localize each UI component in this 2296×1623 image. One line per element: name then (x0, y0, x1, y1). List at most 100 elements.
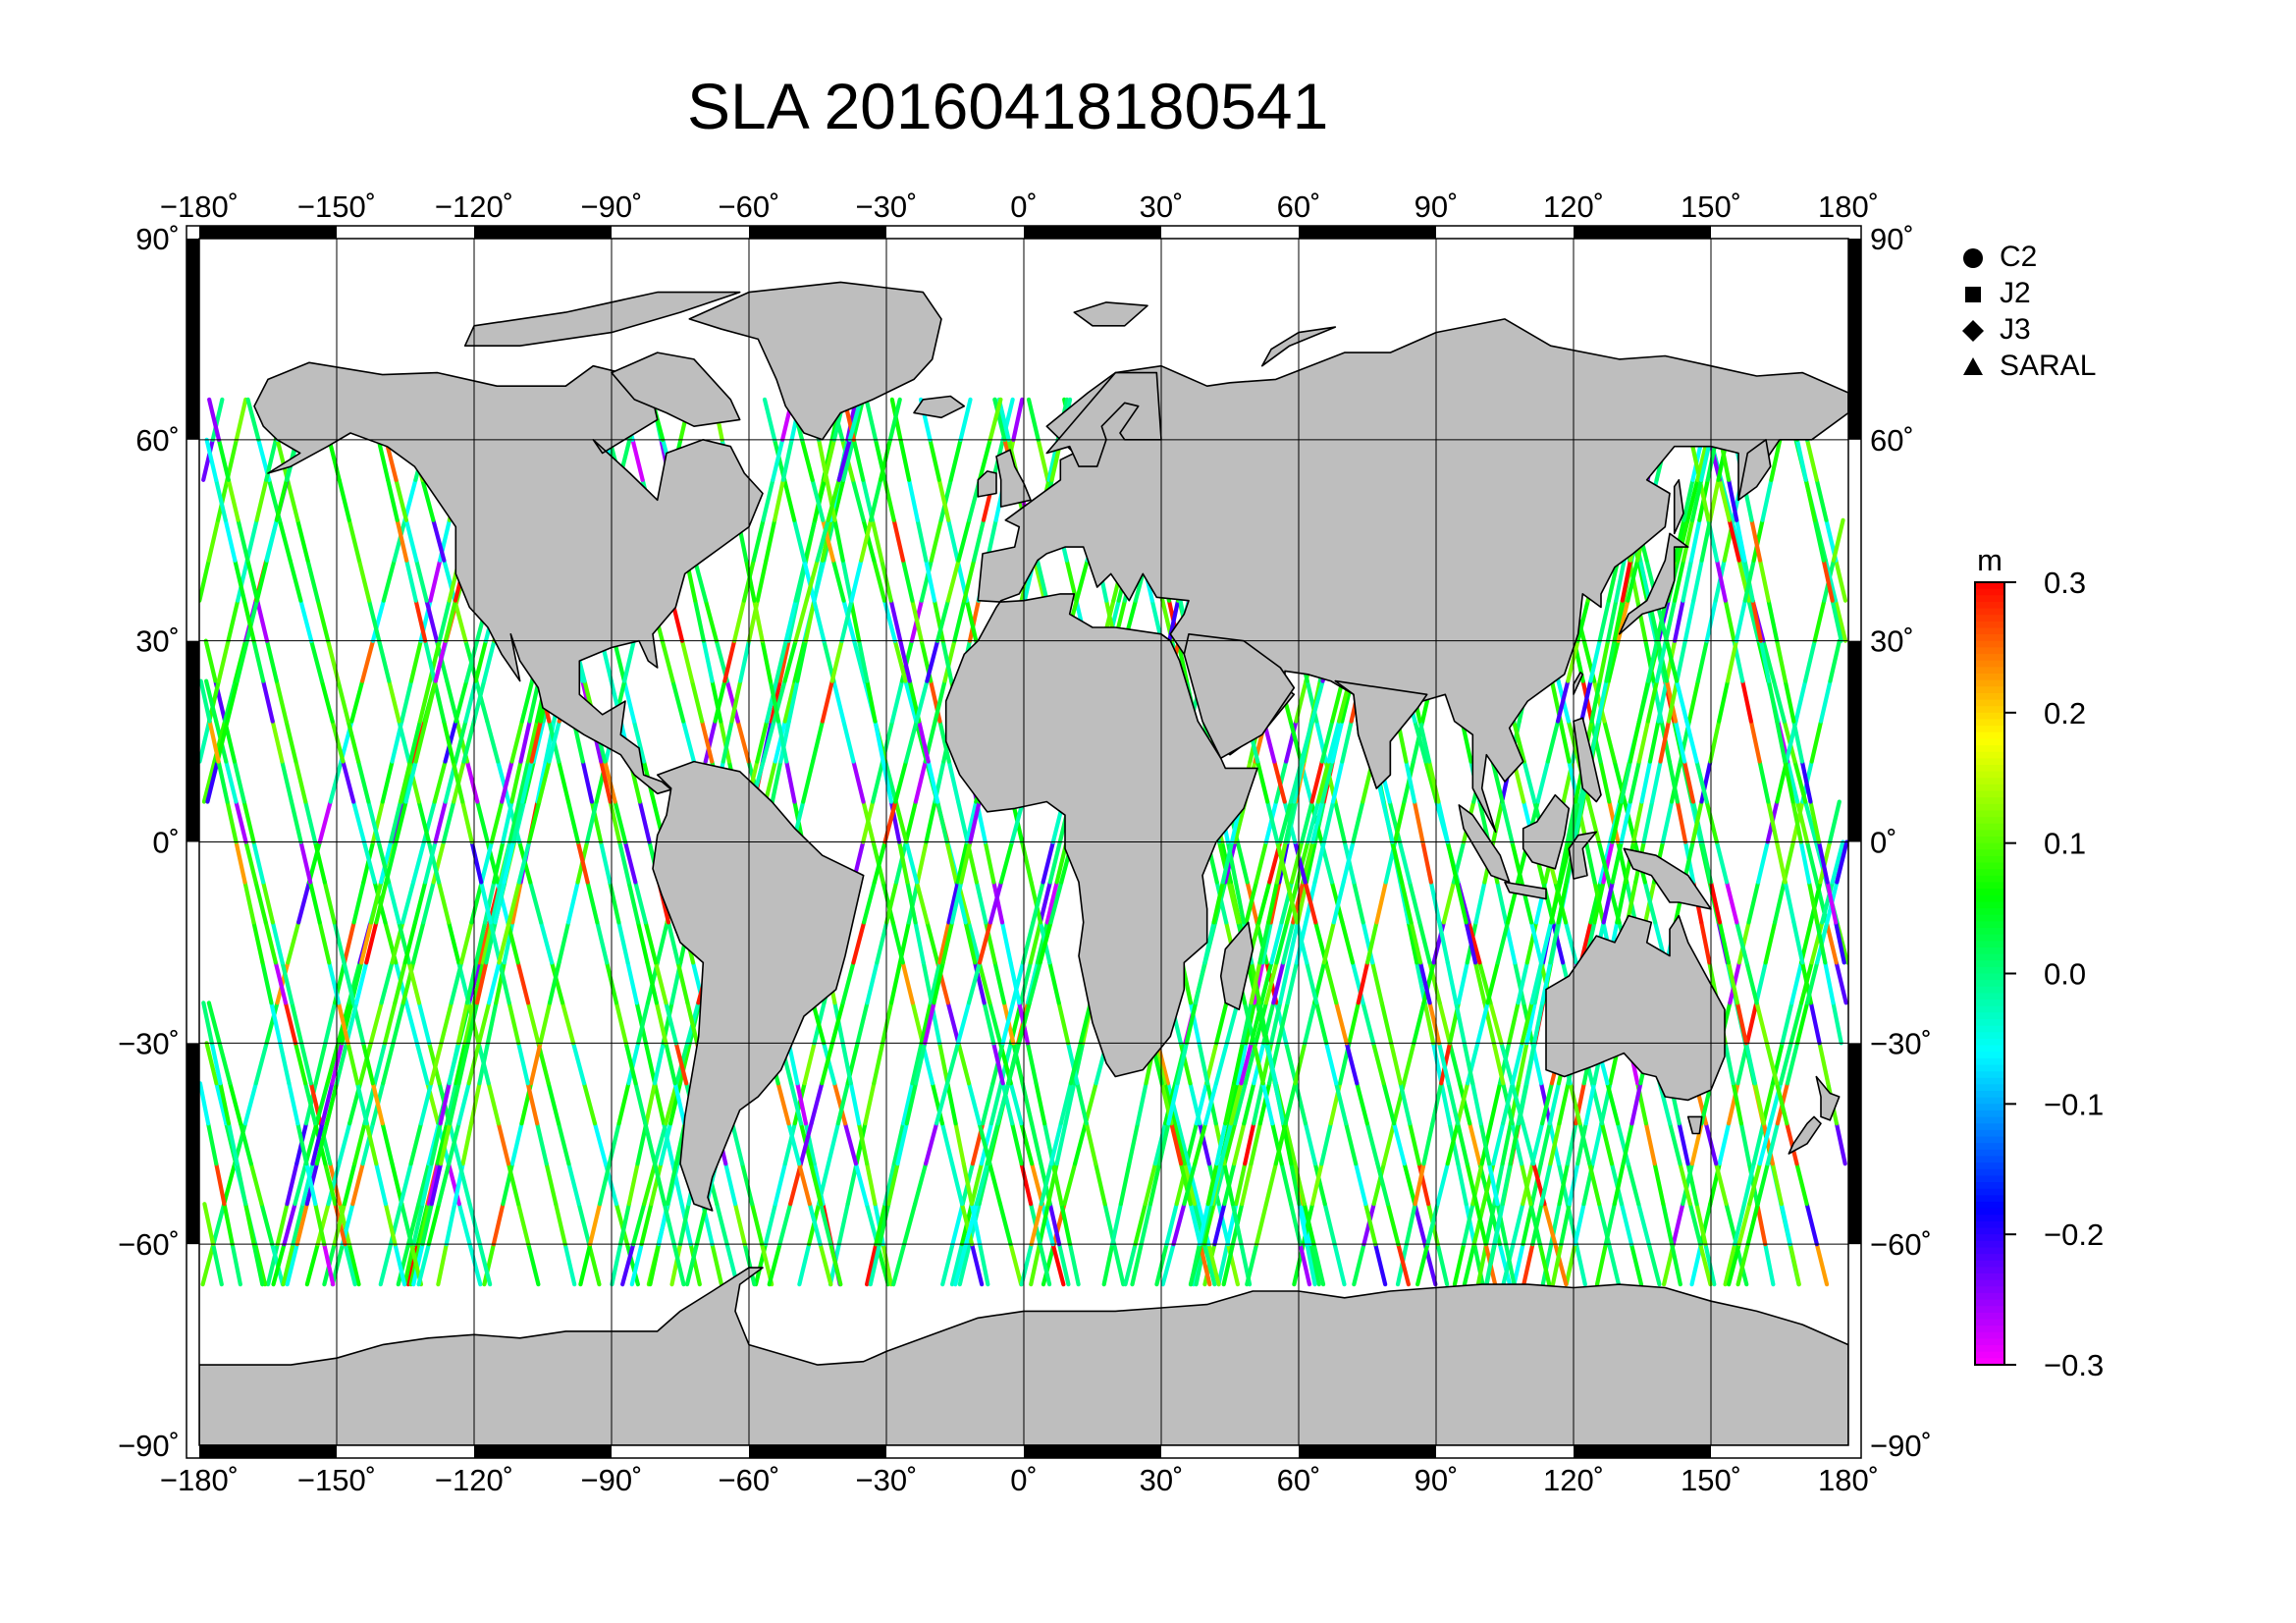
track-segment (1056, 1242, 1071, 1287)
track-segment (483, 880, 497, 925)
track-segment (500, 759, 514, 804)
track-segment (942, 638, 957, 683)
track-segment (688, 1242, 702, 1287)
colorbar-step (1975, 1306, 2004, 1314)
track-segment (900, 960, 915, 1005)
track-segment (328, 759, 344, 804)
track-segment (400, 1202, 414, 1247)
track-segment (1273, 1081, 1286, 1126)
track-segment (1289, 1162, 1302, 1207)
track-segment (1305, 1242, 1317, 1287)
track-segment (343, 1242, 357, 1287)
track-segment (1730, 517, 1744, 563)
track-segment (865, 1162, 878, 1207)
track-segment (475, 799, 490, 844)
track-segment (300, 1162, 315, 1207)
track-segment (380, 1121, 395, 1166)
track-segment (242, 880, 256, 925)
track-segment (664, 1001, 678, 1046)
track-segment (977, 920, 993, 965)
track-segment (1074, 558, 1090, 603)
track-segment (1422, 1001, 1436, 1046)
track-segment (1472, 960, 1487, 1005)
track-segment (1619, 1202, 1634, 1247)
track-segment (295, 1121, 309, 1166)
track-segment (1298, 1242, 1312, 1287)
track-segment (525, 1001, 541, 1046)
track-segment (537, 759, 552, 804)
lon-tick-label-top: −30˚ (856, 189, 918, 224)
track-segment (1558, 719, 1572, 764)
track-segment (1309, 759, 1324, 804)
track-segment (1304, 839, 1317, 885)
track-segment (1193, 1121, 1208, 1166)
track-segment (379, 960, 395, 1005)
track-segment (449, 960, 464, 1005)
track-segment (376, 437, 391, 482)
track-segment (1202, 1242, 1217, 1287)
track-segment (214, 1081, 229, 1126)
track-segment (966, 1081, 982, 1126)
track-segment (464, 960, 479, 1005)
track-segment (1038, 920, 1053, 965)
colorbar-step (1975, 1182, 2004, 1190)
track-segment (851, 759, 866, 804)
colorbar-step (1975, 830, 2004, 838)
track-segment (1704, 799, 1719, 844)
track-segment (1774, 1081, 1789, 1126)
track-segment (1511, 719, 1526, 764)
track-segment (1818, 678, 1833, 724)
track-segment (1270, 1121, 1284, 1166)
track-segment (496, 759, 511, 804)
track-segment (877, 1202, 891, 1247)
frame-segment (1024, 1445, 1161, 1458)
track-segment (214, 1162, 227, 1207)
track-segment (1135, 1081, 1148, 1126)
track-segment (786, 1121, 802, 1166)
colorbar-step (1975, 699, 2004, 707)
track-segment (1726, 477, 1739, 522)
track-segment (961, 1162, 975, 1207)
track-segment (310, 1121, 325, 1166)
track-segment (1594, 1242, 1608, 1287)
track-segment (653, 960, 668, 1005)
track-segment (428, 558, 443, 603)
track-segment (1539, 1162, 1553, 1207)
track-segment (945, 1001, 961, 1046)
track-segment (810, 477, 826, 522)
track-segment (964, 799, 979, 844)
track-segment (1169, 1121, 1184, 1166)
track-segment (1008, 960, 1022, 1005)
track-segment (1038, 880, 1052, 925)
track-segment (820, 678, 834, 724)
track-segment (1761, 638, 1777, 683)
track-segment (991, 880, 1005, 925)
track-segment (1742, 558, 1756, 603)
colorbar-step (1975, 1097, 2004, 1106)
colorbar-step (1975, 1084, 2004, 1092)
track-segment (1257, 920, 1271, 965)
track-segment (930, 1081, 945, 1126)
track-segment (888, 960, 903, 1005)
track-segment (1599, 1121, 1615, 1166)
track-segment (1491, 1041, 1506, 1086)
track-segment (1266, 1041, 1281, 1086)
track-segment (346, 719, 361, 764)
track-segment (666, 920, 680, 965)
track-segment (637, 799, 652, 844)
track-segment (664, 1041, 677, 1086)
colorbar-step (1975, 1338, 2004, 1346)
lat-tick-label-right: −90˚ (1870, 1429, 1932, 1463)
track-segment (1606, 1242, 1622, 1287)
track-segment (293, 1162, 308, 1207)
track-segment (1293, 1041, 1308, 1086)
track-segment (839, 598, 854, 643)
track-segment (1645, 638, 1660, 683)
track-segment (1583, 1081, 1597, 1126)
track-segment (226, 1121, 240, 1166)
track-segment (251, 638, 266, 683)
track-segment (881, 880, 895, 925)
track-segment (1244, 880, 1258, 925)
square-icon (1965, 287, 1981, 302)
track-segment (1688, 517, 1702, 563)
